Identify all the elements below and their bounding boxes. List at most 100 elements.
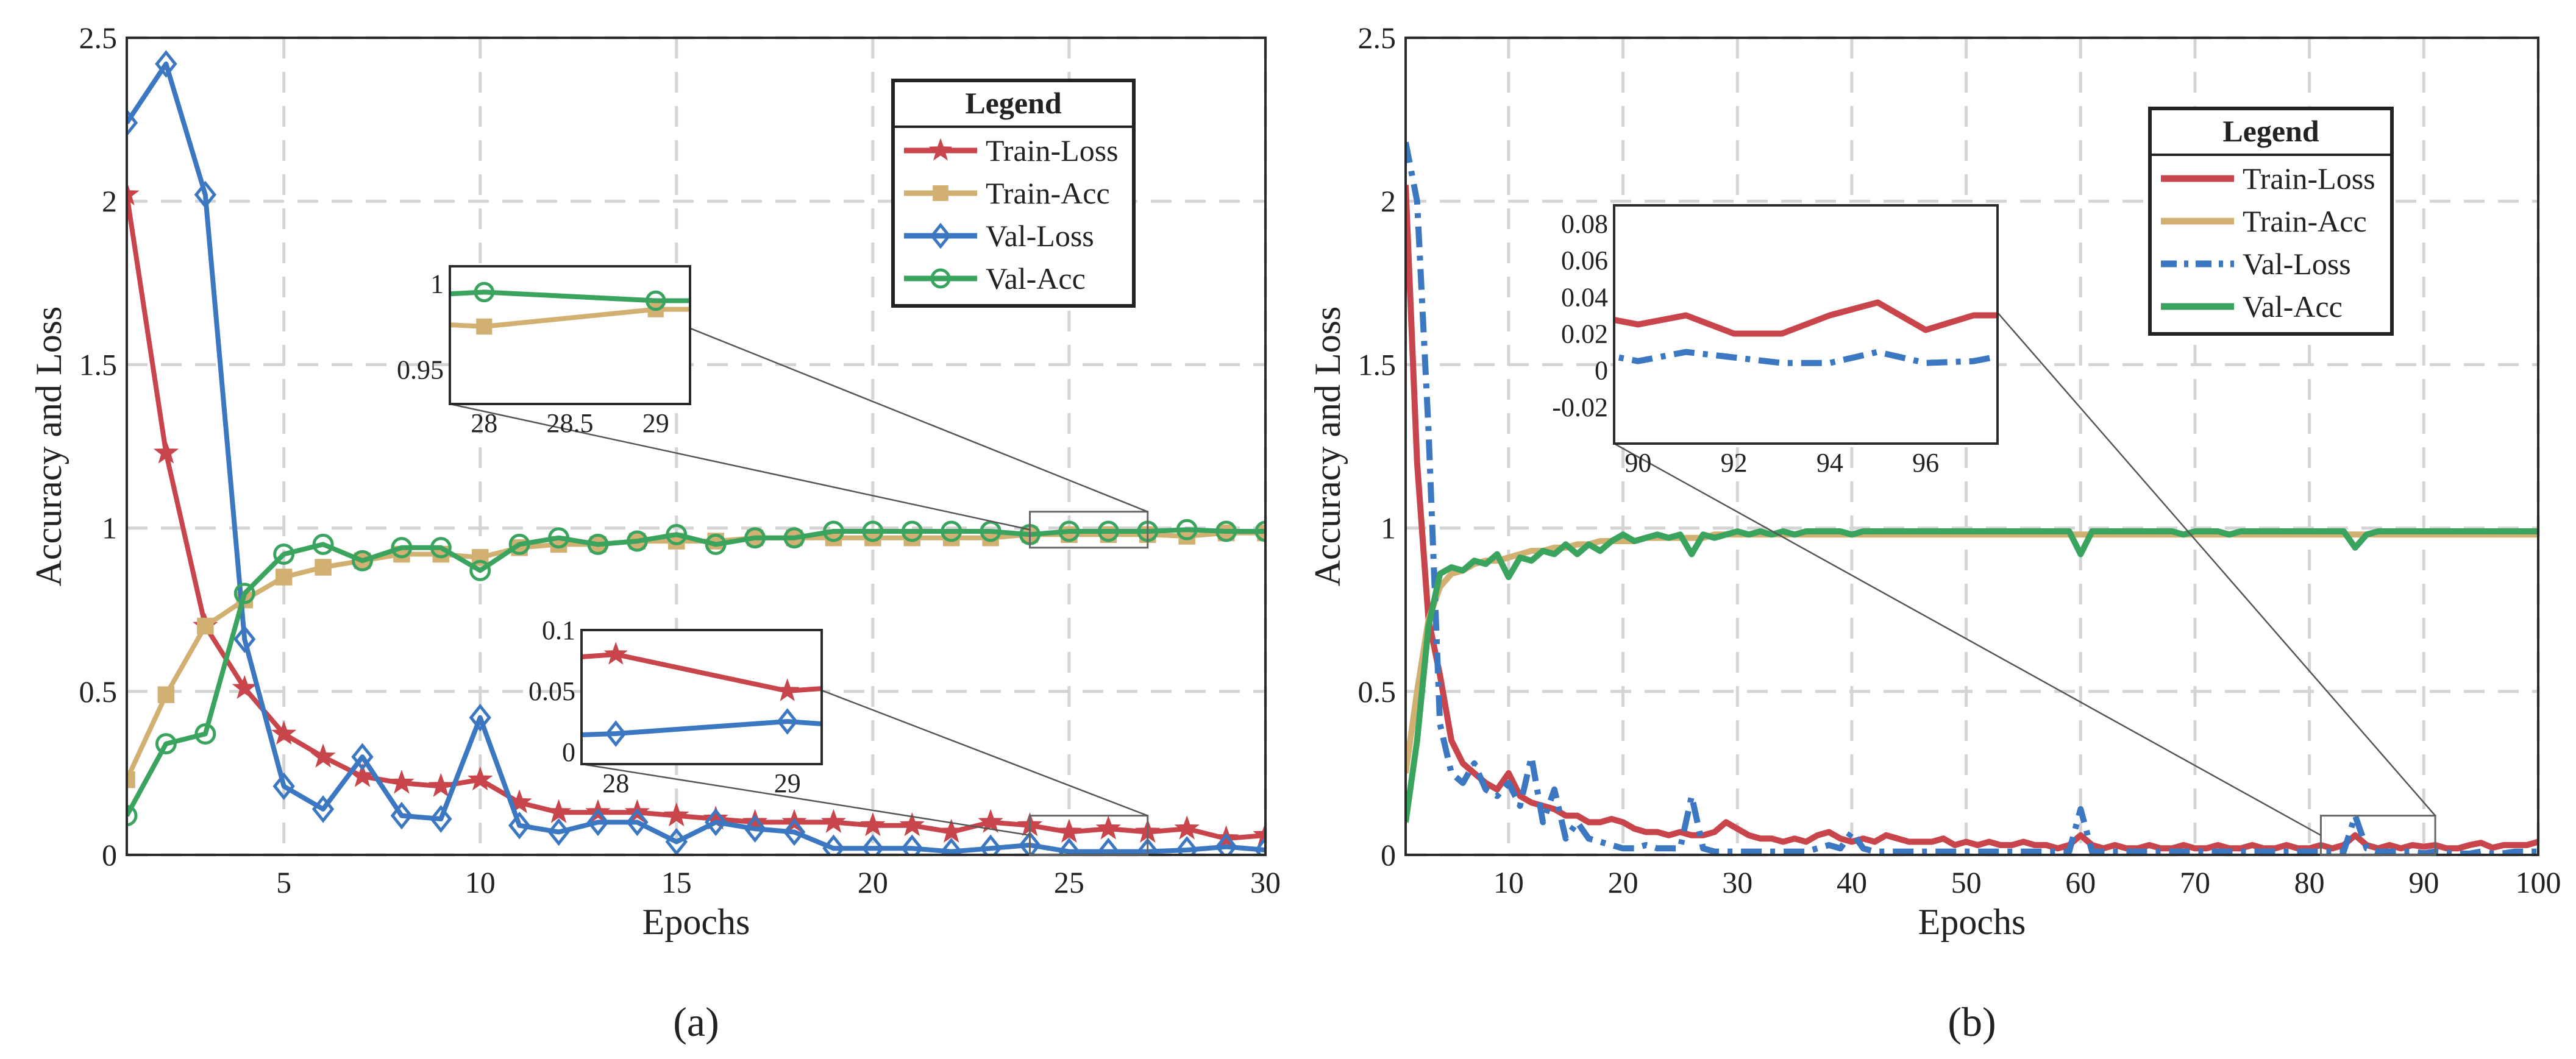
main-point-val-acc: [127, 805, 138, 827]
main-point-val-acc: [508, 533, 530, 555]
zoom-connector: [449, 403, 1030, 531]
y-axis-label: Accuracy and Loss: [1308, 306, 1348, 587]
main-point-train-loss: [938, 818, 964, 843]
x-tick-label: 70: [2180, 865, 2210, 899]
y-tick-label: 2.5: [1358, 21, 1397, 55]
main-point-val-loss: [194, 180, 217, 209]
main-point-val-loss: [705, 808, 727, 837]
legend-marker-train-loss: [928, 138, 953, 161]
inset-2: 28 29 0 0.05 0.1: [433, 615, 1149, 856]
legend-title: Legend: [2222, 114, 2319, 148]
inset-point-val-loss: [605, 720, 627, 747]
main-point-train-loss: [232, 675, 257, 700]
main-point-val-loss: [1058, 837, 1081, 855]
main-point-val-loss: [665, 827, 688, 855]
inset-y-tick-label: 0: [1595, 356, 1608, 386]
main-point-train-loss: [153, 439, 179, 464]
inset-y-tick-label: 0.08: [1561, 209, 1608, 239]
main-point-train-loss: [428, 773, 454, 797]
main-point-val-acc: [155, 733, 177, 755]
main-point-train-loss: [271, 720, 297, 745]
main-series-train-acc: [1406, 531, 2538, 774]
main-point-val-acc: [941, 520, 962, 542]
zoom-connector: [1614, 442, 2322, 836]
y-tick-label: 2: [1381, 184, 1396, 218]
main-point-train-loss: [389, 770, 415, 794]
main-point-val-acc: [1215, 520, 1237, 542]
main-point-train-loss: [899, 812, 925, 837]
main-line-train-acc: [1406, 531, 2538, 774]
main-point-val-acc: [783, 527, 805, 549]
main-point-val-acc: [862, 520, 884, 542]
main-point-train-loss: [310, 743, 336, 768]
inset-point-train-acc: [305, 311, 320, 325]
zoom-connector: [581, 763, 1030, 837]
main-series-val-acc: [127, 519, 1265, 827]
legend-entry-val-loss: Val-Loss: [2243, 247, 2351, 281]
main-point-val-loss: [979, 834, 1002, 855]
main-point-train-acc: [157, 686, 175, 703]
panel-label: (b): [1948, 999, 1996, 1045]
legend-entry-train-loss: Train-Loss: [2243, 161, 2375, 196]
inset-point-val-acc: [819, 292, 836, 310]
inset-background: [450, 266, 690, 404]
main-point-train-loss: [1095, 815, 1122, 840]
inset-y-tick-label: 0.95: [397, 355, 444, 385]
inset-x-tick-label: 96: [1912, 448, 1939, 478]
inset-series-val-acc: [450, 282, 836, 311]
legend-entry-val-acc: Val-Acc: [986, 261, 1086, 296]
main-point-val-loss: [586, 808, 610, 837]
plot-frame: [126, 37, 1267, 856]
x-tick-label: 25: [1054, 865, 1084, 899]
legend: Legend Train-Loss Train-Acc Val-Loss Val-Acc: [2148, 107, 2394, 336]
main-point-val-loss: [351, 743, 374, 771]
legend-marker-val-acc: [930, 268, 951, 289]
chart-panel-b: 10 20 30 40 50 60 70 80 90 100 0 0.5 1 1.5 2 2.5 Epochs A…: [1308, 21, 2561, 1045]
legend-entry-val-loss: Val-Loss: [986, 219, 1094, 253]
x-tick-label: 30: [1250, 865, 1281, 899]
main-point-val-acc: [312, 533, 334, 555]
y-tick-label: 2.5: [79, 21, 118, 55]
x-tick-label: 10: [1493, 865, 1524, 899]
main-point-val-acc: [273, 544, 295, 565]
x-tick-label: 30: [1722, 865, 1752, 899]
x-tick-label: 20: [858, 865, 888, 899]
legend-marker-train-acc: [933, 185, 948, 201]
main-point-val-loss: [1254, 836, 1265, 855]
main-point-val-loss: [127, 108, 138, 137]
main-point-val-acc: [666, 523, 688, 545]
inset-point-train-acc: [476, 318, 493, 335]
x-tick-label: 90: [2408, 865, 2439, 899]
inset-series-val-loss: [582, 708, 822, 747]
main-point-val-loss: [1215, 832, 1237, 855]
legend-entry-val-acc: Val-Acc: [2243, 289, 2343, 324]
x-axis-label: Epochs: [1918, 902, 2026, 942]
y-tick-label: 1: [1381, 511, 1396, 545]
main-point-val-loss: [155, 50, 177, 78]
main-series-val-acc: [1406, 528, 2538, 823]
main-point-train-loss: [1253, 822, 1265, 846]
y-tick-label: 1: [102, 511, 117, 545]
inset-point-val-acc: [474, 282, 495, 303]
main-point-val-loss: [783, 818, 806, 846]
zoom-connector: [821, 689, 1148, 816]
main-point-val-acc: [430, 537, 452, 559]
legend-title: Legend: [965, 86, 1062, 120]
main-point-val-acc: [1097, 520, 1119, 542]
main-point-val-loss: [940, 837, 962, 855]
main-point-val-acc: [980, 520, 1002, 542]
inset-point-train-loss: [433, 655, 456, 676]
main-point-val-loss: [547, 818, 570, 846]
main-point-val-loss: [1019, 831, 1041, 855]
inset-y-tick-label: -0.02: [1552, 392, 1608, 422]
inset-y-tick-label: 1: [430, 269, 444, 299]
main-point-val-loss: [430, 805, 452, 833]
main-point-val-loss: [1136, 837, 1159, 855]
inset-frame: [580, 629, 823, 765]
inset-point-train-loss: [775, 678, 800, 701]
legend-entry-train-acc: Train-Acc: [986, 176, 1110, 210]
main-point-val-loss: [822, 834, 845, 855]
inset-x-tick-label: 90: [1624, 448, 1651, 478]
main-point-val-acc: [587, 533, 609, 555]
